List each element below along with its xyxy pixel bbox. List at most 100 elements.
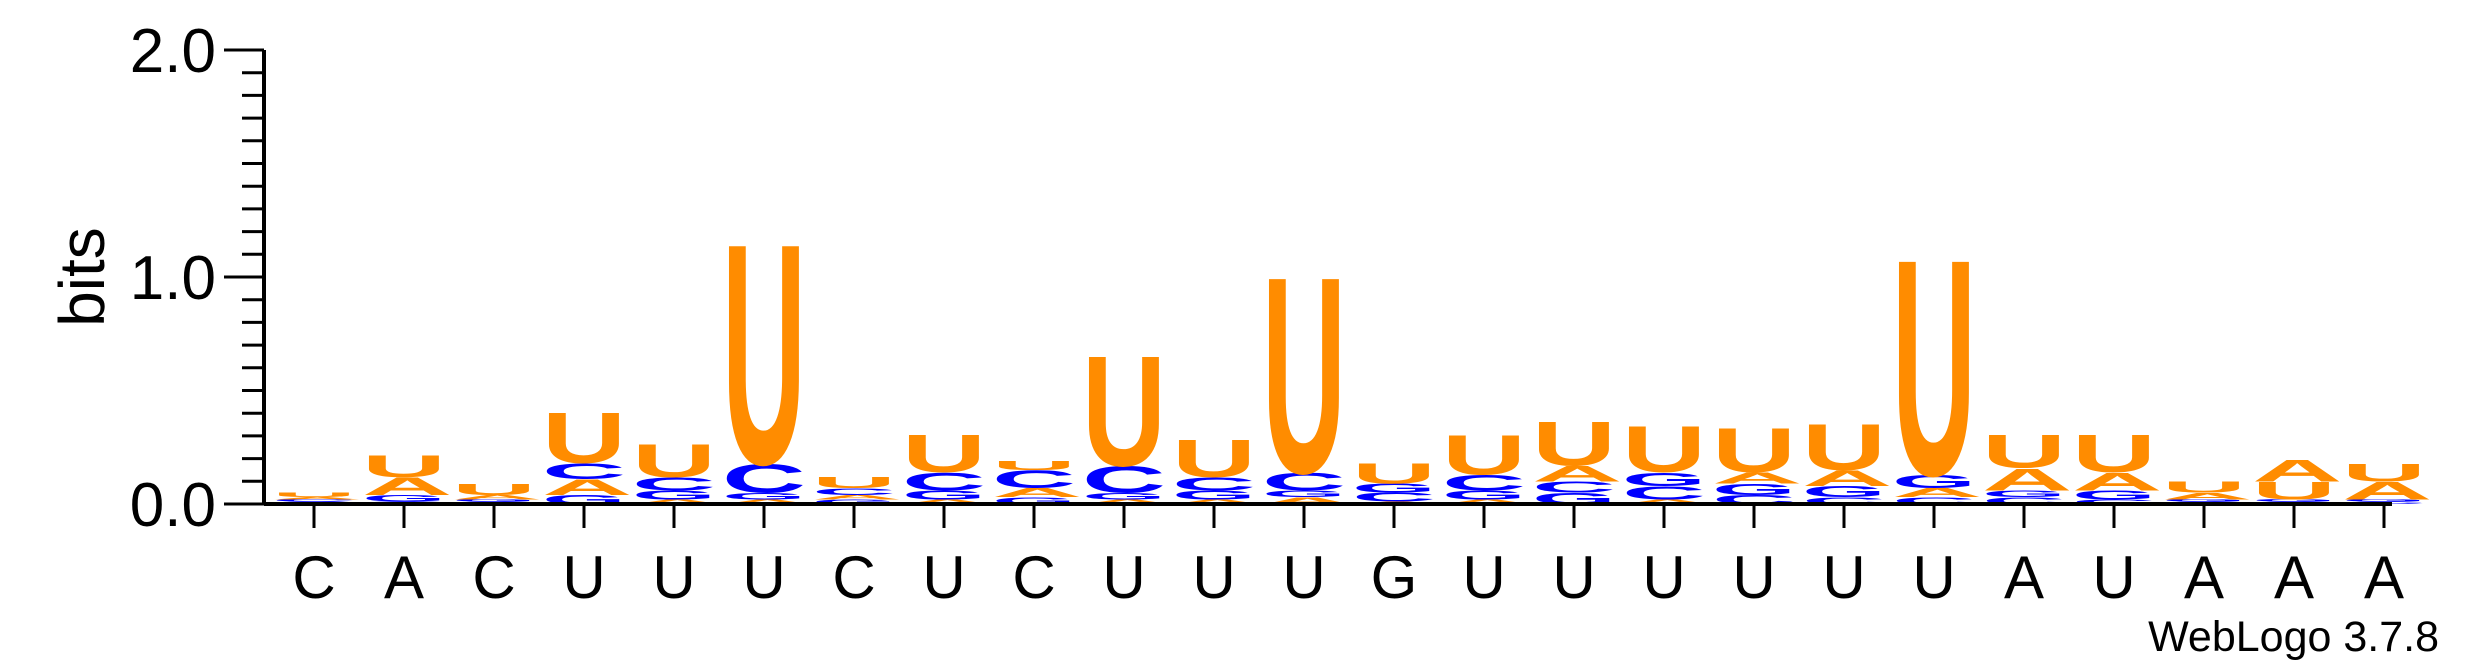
logo-letter: C (1262, 468, 1346, 496)
logo-letter: U (1172, 429, 1256, 489)
logo-letter: C (1532, 478, 1616, 496)
logo-letter: A (1082, 498, 1173, 505)
logo-letter: A (452, 494, 543, 501)
logo-letter: C (1802, 496, 1886, 507)
logo-letter: G (2072, 488, 2156, 502)
logo-letter: G (1712, 481, 1796, 499)
logo-letter: C (542, 459, 626, 484)
logo-letter: A (632, 498, 723, 505)
x-tick-label: U (1192, 544, 1235, 611)
x-tick-label: U (1462, 544, 1505, 611)
logo-letter: U (272, 492, 356, 499)
x-tick-label: A (2274, 544, 2314, 611)
logo-letter: G (1802, 483, 1886, 501)
logo-letter: C (992, 465, 1076, 493)
logo-letter: A (1802, 466, 1893, 491)
logo-letter: A (542, 475, 633, 500)
logo-letter: G (902, 488, 986, 502)
logo-letter: U (1262, 219, 1346, 533)
logo-letter: G (1172, 488, 1256, 502)
logo-letter: U (362, 449, 446, 484)
logo-letter: C (1892, 496, 1976, 507)
logo-letter: A (1442, 498, 1533, 505)
logo-letter: G (1982, 489, 2066, 499)
logo-letter: A (1262, 495, 1353, 506)
y-axis-ticks: 0.0 1.0 2.0 (130, 17, 264, 540)
logo-letter: A (992, 486, 1083, 500)
logo-letter: U (2072, 424, 2156, 484)
logo-letter: U (1892, 197, 1976, 541)
logo-letter: G (452, 499, 536, 503)
logo-letter: U (542, 397, 626, 479)
logo-letter: U (1982, 425, 2066, 478)
logo-letter: U (1622, 413, 1706, 487)
logo-letter: A (2072, 468, 2163, 496)
logo-letter: G (1442, 488, 1526, 502)
logo-letter: A (362, 472, 453, 500)
x-tick-label: U (562, 544, 605, 611)
logo-letter: C (1172, 473, 1256, 494)
logo-letter: A (1622, 498, 1713, 505)
y-tick-label: 0.0 (130, 471, 216, 540)
logo-letter: C (1442, 470, 1526, 495)
logo-letter: G (632, 488, 716, 502)
x-tick-label: U (1822, 544, 1865, 611)
x-tick-label: U (1732, 544, 1775, 611)
x-tick-label: U (2092, 544, 2135, 611)
y-tick-label: 1.0 (130, 244, 216, 313)
logo-letter: C (2072, 498, 2156, 505)
x-tick-label: C (832, 544, 875, 611)
logo-letter: U (1352, 458, 1436, 490)
logo-letter: U (1712, 415, 1796, 486)
logo-letter: C (1982, 496, 2066, 507)
x-tick-label: A (2004, 544, 2044, 611)
logo-letter: A (2252, 453, 2343, 488)
x-tick-label: U (1642, 544, 1685, 611)
logo-letter: U (2162, 478, 2246, 496)
logo-letter: G (812, 498, 896, 505)
x-tick-label: A (2184, 544, 2224, 611)
logo-letter: A (1172, 498, 1263, 505)
y-axis-label: bits (46, 227, 118, 327)
logo-letter: A (2162, 491, 2253, 502)
logo-letter: C (1352, 490, 1436, 504)
logo-letter: G (1082, 491, 1166, 501)
x-tick-label: C (472, 544, 515, 611)
logo-letter: C (1082, 459, 1166, 501)
y-tick-label: 2.0 (130, 17, 216, 86)
logo-letter: A (722, 498, 813, 505)
logo-letter: A (2342, 477, 2433, 505)
x-tick-label: A (384, 544, 424, 611)
x-tick-label: U (1102, 544, 1145, 611)
logo-letter: G (2162, 499, 2246, 503)
logo-letter: U (902, 424, 986, 484)
x-tick-label: U (652, 544, 695, 611)
logo-letter: A (1982, 462, 2073, 497)
logo-letter: G (1622, 469, 1706, 490)
logo-letter: U (812, 474, 896, 492)
logo-letter: C (722, 456, 806, 502)
logo-letter: G (1262, 489, 1346, 499)
logo-letter: G (722, 491, 806, 501)
x-tick-label: U (922, 544, 965, 611)
logo-letter: G (362, 493, 446, 503)
logo-letter: A (902, 498, 993, 505)
x-tick-label: G (1371, 544, 1418, 611)
logo-letter: U (1442, 424, 1526, 487)
logo-letter: U (1082, 324, 1166, 499)
logo-letter: G (2252, 499, 2336, 503)
x-tick-label: A (2364, 544, 2404, 611)
logo-letter: C (812, 486, 896, 497)
logo-letter: U (2252, 477, 2336, 505)
x-tick-label: U (742, 544, 785, 611)
logo-letter: C (632, 473, 716, 494)
x-tick-label: U (1282, 544, 1325, 611)
logo-letter: A (272, 497, 363, 501)
weblogo-credit: WebLogo 3.7.8 (2148, 613, 2439, 661)
logo-letter: A (812, 494, 903, 501)
logo-letter: G (1352, 481, 1436, 495)
x-tick-label: U (1552, 544, 1595, 611)
logo-letter: G (992, 496, 1076, 506)
